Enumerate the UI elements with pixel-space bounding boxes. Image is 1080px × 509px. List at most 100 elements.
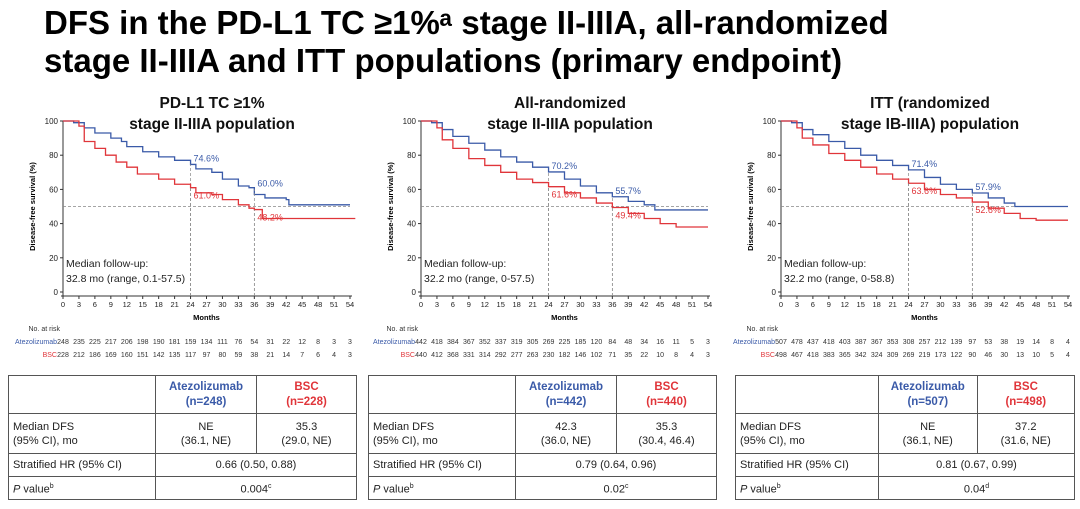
at-risk-count: 14 bbox=[282, 352, 290, 359]
panel-title-line-2: stage II-IIIA population bbox=[487, 116, 653, 133]
x-tick-label: 39 bbox=[624, 300, 632, 309]
at-risk-count: 84 bbox=[608, 339, 616, 346]
at-risk-count: 8 bbox=[316, 339, 320, 346]
value: NE bbox=[198, 420, 214, 433]
footnote-marker: b bbox=[776, 482, 781, 490]
at-risk-count: 368 bbox=[447, 352, 459, 359]
footnote-marker: c bbox=[268, 482, 272, 490]
at-risk-count: 212 bbox=[935, 339, 947, 346]
at-risk-count: 21 bbox=[266, 352, 274, 359]
arm-name: Atezolizumab bbox=[890, 380, 965, 393]
at-risk-count: 387 bbox=[855, 339, 867, 346]
at-risk-count: 212 bbox=[73, 352, 85, 359]
at-risk-count: 117 bbox=[185, 352, 196, 359]
at-risk-count: 120 bbox=[591, 339, 603, 346]
at-risk-count: 4 bbox=[1066, 339, 1070, 346]
arm-n: (n=498) bbox=[1005, 395, 1047, 408]
x-tick-label: 48 bbox=[1032, 300, 1040, 309]
at-risk-count: 478 bbox=[791, 339, 803, 346]
p-value-row: P valueb 0.004c bbox=[8, 476, 357, 500]
at-risk-count: 225 bbox=[559, 339, 571, 346]
x-tick-label: 9 bbox=[827, 300, 831, 309]
p-label: value bbox=[747, 483, 777, 496]
bsc-median: 35.3 (30.4, 46.4) bbox=[616, 413, 717, 454]
at-risk-count: 5 bbox=[1050, 352, 1054, 359]
x-tick-label: 18 bbox=[872, 300, 880, 309]
at-risk-count: 31 bbox=[266, 339, 274, 346]
y-axis-label: Disease-free survival (%) bbox=[386, 162, 395, 251]
p-value: 0.004c bbox=[155, 476, 357, 500]
p-number: 0.02 bbox=[603, 483, 625, 496]
arm-n: (n=248) bbox=[185, 395, 227, 408]
x-tick-label: 15 bbox=[857, 300, 865, 309]
ci: (30.4, 46.4) bbox=[638, 434, 695, 447]
at-risk-row-label: Atezolizumab bbox=[373, 339, 415, 346]
at-risk-count: 403 bbox=[839, 339, 851, 346]
arm-name: BSC bbox=[1013, 380, 1038, 393]
at-risk-count: 384 bbox=[447, 339, 459, 346]
at-risk-count: 219 bbox=[919, 352, 931, 359]
x-tick-label: 0 bbox=[419, 300, 423, 309]
at-risk-row-label: BSC bbox=[401, 352, 415, 359]
hr-value: 0.81 (0.67, 0.99) bbox=[878, 453, 1075, 477]
bsc-header: BSC (n=228) bbox=[256, 375, 357, 414]
at-risk-count: 367 bbox=[463, 339, 475, 346]
row-label: Stratified HR (95% CI) bbox=[8, 453, 156, 477]
p-label: value bbox=[20, 483, 50, 496]
y-tick-label: 0 bbox=[772, 288, 777, 297]
ci: (36.1, NE) bbox=[180, 434, 232, 447]
at-risk-count: 71 bbox=[608, 352, 616, 359]
at-risk-count: 122 bbox=[951, 352, 963, 359]
x-tick-label: 42 bbox=[282, 300, 290, 309]
y-tick-label: 40 bbox=[767, 220, 776, 229]
landmark-label: 63.6% bbox=[912, 186, 938, 196]
median-dfs-row: Median DFS (95% CI), mo NE (36.1, NE) 37.2… bbox=[735, 413, 1075, 454]
at-risk-count: 442 bbox=[415, 339, 427, 346]
x-tick-label: 54 bbox=[1064, 300, 1072, 309]
y-tick-label: 0 bbox=[54, 288, 59, 297]
footnote-marker: b bbox=[49, 482, 54, 490]
at-risk-count: 305 bbox=[527, 339, 539, 346]
x-tick-label: 6 bbox=[93, 300, 97, 309]
at-risk-count: 34 bbox=[640, 339, 648, 346]
row-label: P valueb bbox=[368, 476, 516, 500]
km-curve-atezolizumab bbox=[421, 120, 708, 211]
at-risk-count: 5 bbox=[690, 339, 694, 346]
panel-title-line-2: stage IB-IIIA) population bbox=[840, 116, 1020, 133]
x-tick-label: 27 bbox=[920, 300, 928, 309]
hr-row: Stratified HR (95% CI) 0.66 (0.50, 0.88) bbox=[8, 453, 357, 477]
row-label: Median DFS (95% CI), mo bbox=[8, 413, 156, 454]
atezolizumab-header: Atezolizumab (n=442) bbox=[515, 375, 617, 414]
followup-label: Median follow-up: bbox=[784, 258, 866, 270]
y-tick-label: 20 bbox=[49, 254, 58, 263]
followup-label: Median follow-up: bbox=[66, 258, 148, 270]
x-tick-label: 15 bbox=[497, 300, 505, 309]
p-label: value bbox=[380, 483, 410, 496]
p-italic: P bbox=[373, 483, 381, 496]
at-risk-count: 308 bbox=[903, 339, 915, 346]
p-number: 0.04 bbox=[963, 483, 986, 496]
at-risk-count: 314 bbox=[479, 352, 491, 359]
followup-value: 32.2 mo (range, 0-57.5) bbox=[424, 273, 534, 285]
hr-row: Stratified HR (95% CI) 0.79 (0.64, 0.96) bbox=[368, 453, 717, 477]
x-axis-label: Months bbox=[193, 313, 220, 322]
at-risk-header: No. at risk bbox=[28, 326, 60, 333]
at-risk-count: 76 bbox=[234, 339, 242, 346]
row-label: P valueb bbox=[8, 476, 156, 500]
at-risk-count: 292 bbox=[495, 352, 507, 359]
panel-title: All-randomized stage II-IIIA population bbox=[420, 93, 720, 135]
at-risk-count: 198 bbox=[137, 339, 149, 346]
value: 42.3 bbox=[555, 420, 577, 433]
bsc-median: 37.2 (31.6, NE) bbox=[976, 413, 1075, 454]
panel-title-line-1: All-randomized bbox=[514, 95, 626, 112]
at-risk-count: 181 bbox=[169, 339, 181, 346]
y-tick-label: 0 bbox=[412, 288, 417, 297]
landmark-label: 57.9% bbox=[975, 182, 1001, 192]
x-tick-label: 24 bbox=[186, 300, 194, 309]
y-tick-label: 80 bbox=[49, 151, 58, 160]
slide-title: DFS in the PD-L1 TC ≥1%ᵃ stage II-IIIA, … bbox=[44, 4, 889, 80]
at-risk-count: 159 bbox=[185, 339, 197, 346]
at-risk-count: 367 bbox=[871, 339, 883, 346]
